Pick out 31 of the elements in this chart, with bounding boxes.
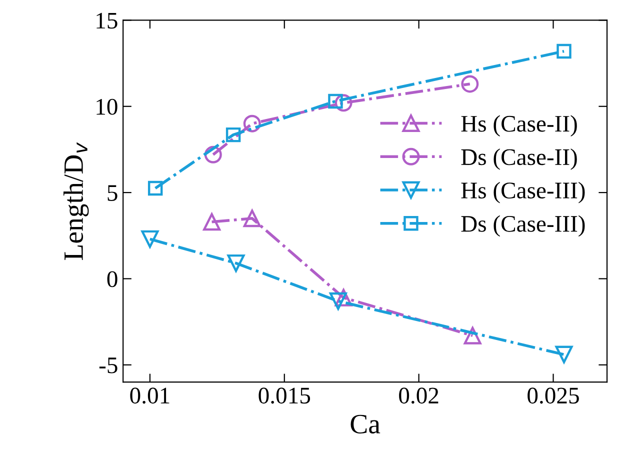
point [243,114,261,132]
y-tick-label: 10 [96,98,118,115]
point [328,94,343,109]
y-axis-title: Length/D$_{v}$ [63,142,89,260]
point [226,127,241,142]
legend-label: Hs (Case-III) [461,182,585,204]
legend-label: Hs (Case-II) [461,115,577,137]
legend-label: Ds (Case-III) [461,215,585,237]
point [556,44,572,59]
x-axis-title: Ca [350,414,380,434]
point [227,254,245,272]
x-tick-label: 0.01 [130,388,170,404]
point [141,230,159,248]
point [329,292,347,310]
x-tick-label: 0.025 [528,388,579,404]
point [334,94,352,112]
y-tick-label: 15 [96,12,118,29]
y-tick-label: -5 [99,358,118,374]
point [203,213,221,231]
x-tick-label: 0.02 [399,388,438,404]
point [334,288,352,306]
point [243,210,261,228]
y-tick-label: 0 [107,271,118,288]
y-tick-label: 5 [108,185,118,201]
point [555,346,573,364]
point [461,75,479,93]
x-tick-label: 0.015 [258,388,310,404]
legend-label: Ds (Case-II) [461,148,577,170]
point [204,146,222,164]
point [464,326,482,344]
point [148,180,163,196]
